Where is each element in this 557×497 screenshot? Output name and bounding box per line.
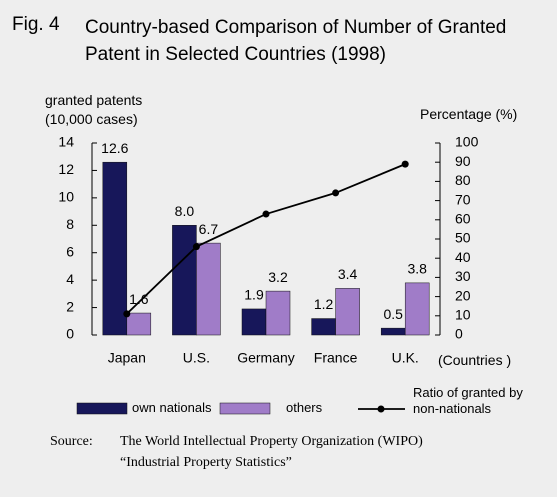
y2-tick-label: 60	[455, 211, 471, 227]
y2-tick-label: 90	[455, 153, 471, 169]
figure-label: Fig. 4	[12, 14, 60, 35]
data-label: 0.5	[383, 306, 403, 322]
bar	[311, 318, 336, 336]
y-axis-label: (10,000 cases)	[45, 111, 138, 127]
y2-tick-label: 10	[455, 307, 471, 323]
y2-tick-label: 80	[455, 172, 471, 188]
line-point	[123, 310, 131, 318]
y-tick-label: 10	[58, 189, 74, 205]
y2-axis-label: Percentage (%)	[420, 106, 518, 122]
x-tick-label: Japan	[108, 350, 146, 366]
y2-tick-label: 50	[455, 230, 471, 246]
legend-label: others	[286, 400, 323, 415]
legend-label: own nationals	[132, 400, 212, 415]
y2-tick-label: 40	[455, 249, 471, 265]
bar	[404, 282, 430, 336]
y-tick-label: 6	[66, 243, 74, 259]
legend-swatch	[76, 402, 128, 415]
x-tick-label: U.K.	[392, 350, 419, 366]
line-point	[332, 189, 340, 197]
line-point	[401, 160, 409, 168]
x-tick-label: U.S.	[183, 350, 210, 366]
bar	[265, 290, 291, 336]
bar	[241, 308, 267, 336]
x-tick-label: France	[314, 350, 358, 366]
chart-title: Country-based Comparison of Number of Gr…	[85, 17, 507, 65]
bar	[196, 242, 221, 336]
legend-marker	[377, 405, 385, 413]
data-label: 1.9	[244, 287, 264, 303]
y2-tick-label: 30	[455, 268, 471, 284]
y-tick-label: 14	[58, 134, 74, 150]
data-label: 1.2	[314, 296, 334, 312]
source-text: “Industrial Property Statistics”	[120, 455, 292, 470]
data-label: 3.8	[407, 261, 427, 277]
y2-tick-label: 0	[455, 326, 463, 342]
y-tick-label: 8	[66, 216, 74, 232]
data-label: 3.4	[338, 266, 358, 282]
y-tick-label: 12	[58, 161, 74, 177]
bar	[380, 327, 406, 336]
y-axis-label: granted patents	[45, 92, 143, 108]
data-label: 1.6	[129, 291, 149, 307]
data-label: 3.2	[268, 269, 288, 285]
x-axis-label: (Countries )	[438, 352, 512, 368]
bar	[172, 225, 197, 336]
legend-label: Ratio of granted by non-nationals	[413, 385, 523, 416]
line-point	[262, 210, 270, 218]
y2-tick-label: 20	[455, 287, 471, 303]
line-point	[192, 243, 200, 251]
y-tick-label: 0	[66, 326, 74, 342]
data-label: 8.0	[175, 203, 195, 219]
bar	[126, 312, 152, 336]
data-label: 12.6	[101, 140, 128, 156]
bar	[102, 161, 128, 336]
y2-tick-label: 100	[455, 134, 479, 150]
data-label: 6.7	[199, 221, 219, 237]
y-tick-label: 2	[66, 298, 74, 314]
x-tick-label: Germany	[237, 350, 295, 366]
bar	[335, 288, 360, 336]
legend-swatch	[219, 402, 271, 415]
y-tick-label: 4	[66, 271, 74, 287]
y2-tick-label: 70	[455, 191, 471, 207]
source-label: Source:	[50, 434, 93, 449]
source-text: The World Intellectual Property Organiza…	[120, 434, 423, 449]
